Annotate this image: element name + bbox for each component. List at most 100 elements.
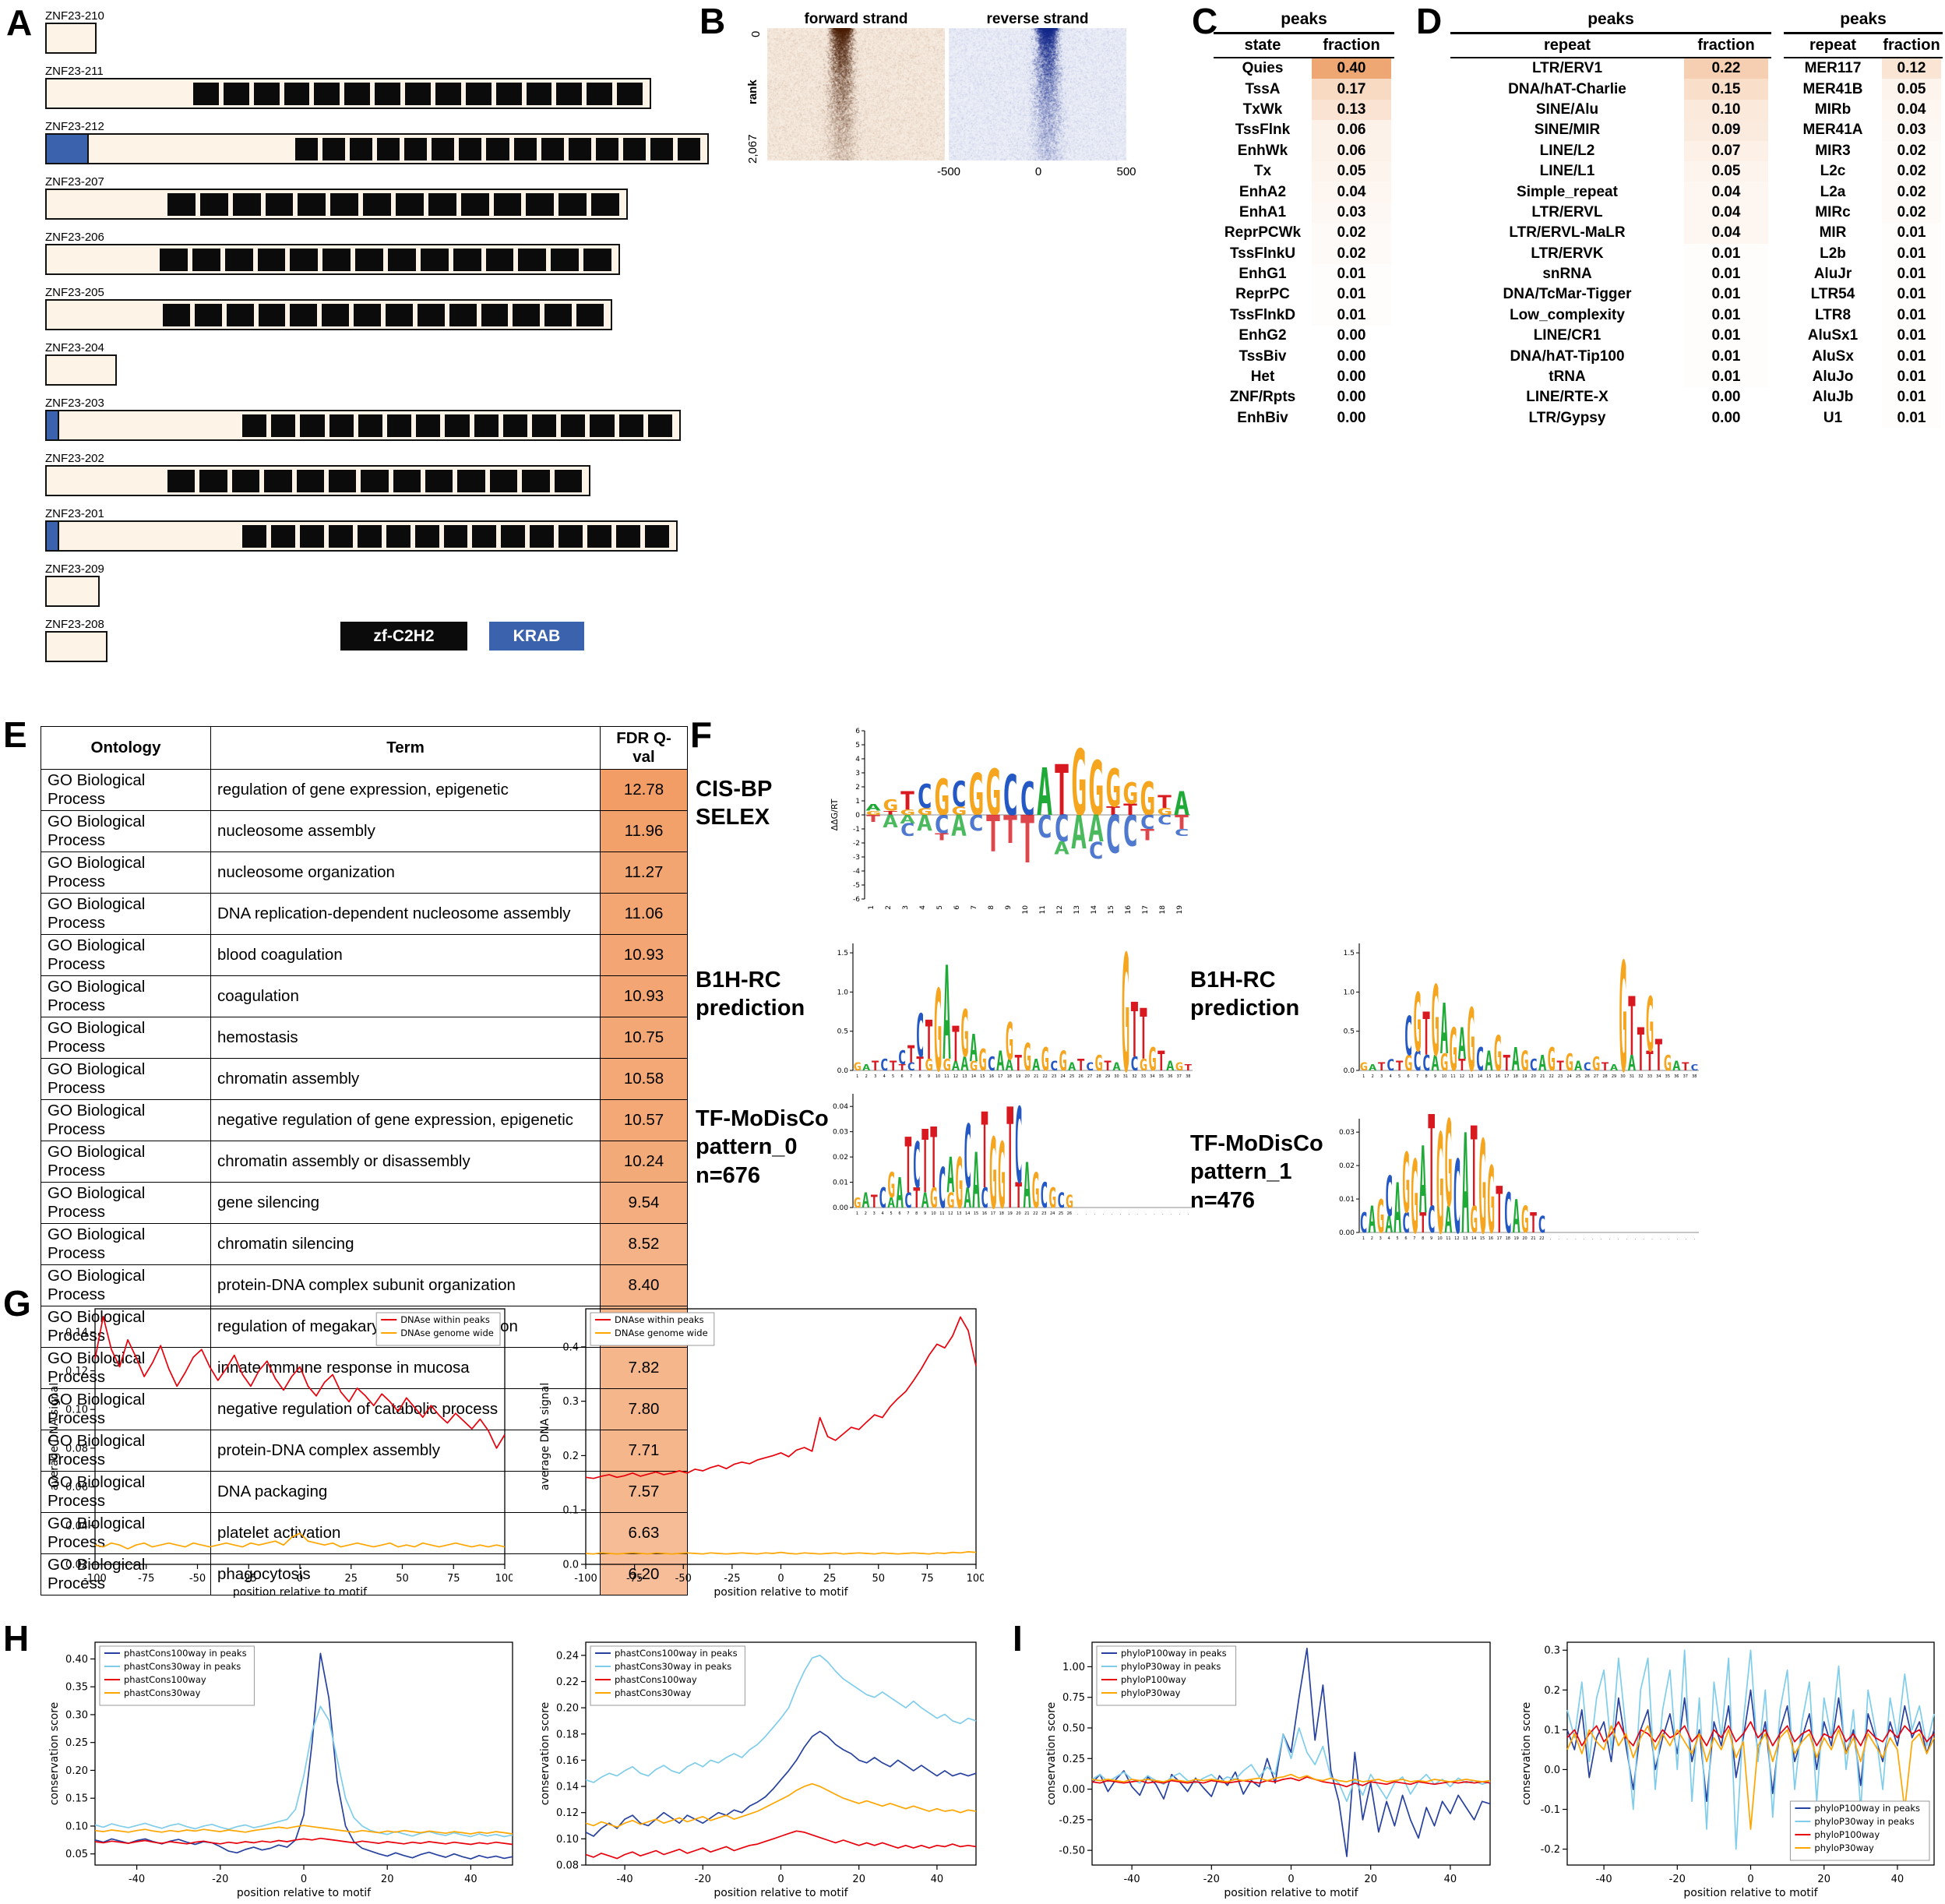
row-label: L2c — [1820, 163, 1846, 180]
svg-text:-20: -20 — [1203, 1874, 1220, 1885]
svg-text:0.20: 0.20 — [556, 1703, 579, 1715]
svg-text:28: 28 — [1096, 1074, 1101, 1079]
panel-a-label: A — [6, 2, 33, 43]
zf-c2h2-domain — [199, 470, 227, 492]
fraction-value: 0.13 — [1312, 99, 1391, 121]
row-label: EnhA1 — [1239, 203, 1287, 220]
go-row: GO Biological Process negative regulation… — [41, 1388, 688, 1430]
svg-text:C: C — [1504, 1182, 1512, 1245]
svg-text:C: C — [1453, 1138, 1461, 1245]
go-term: DNA replication-dependent nucleosome ass… — [210, 893, 601, 935]
svg-text:0.30: 0.30 — [65, 1709, 88, 1721]
isoform-bar — [45, 465, 590, 496]
svg-text:G: G — [1467, 991, 1475, 1083]
row-label: L2a — [1820, 183, 1846, 200]
svg-text:C: C — [917, 777, 932, 815]
svg-text:7: 7 — [907, 1211, 909, 1216]
go-ontology: GO Biological Process — [41, 1553, 211, 1595]
rank-tick-top: 0 — [749, 30, 763, 37]
svg-text:T: T — [1458, 1056, 1467, 1075]
svg-text:25: 25 — [344, 1573, 358, 1585]
svg-text:22: 22 — [1539, 1236, 1544, 1241]
svg-text:17: 17 — [1504, 1074, 1509, 1079]
go-fdr: 6.20 — [600, 1553, 688, 1595]
fraction-value: 0.04 — [1684, 223, 1768, 244]
zf-c2h2-domain — [583, 249, 611, 271]
svg-text:T: T — [904, 1122, 912, 1211]
col-header: fraction — [1323, 37, 1380, 54]
panel-b-label: B — [699, 1, 726, 41]
svg-text:0.5: 0.5 — [837, 1028, 848, 1036]
svg-text:50: 50 — [872, 1573, 885, 1585]
col-header: state — [1244, 37, 1281, 54]
table-row: TssFlnk 0.06 — [1214, 120, 1394, 141]
svg-text:phyloP100way: phyloP100way — [1121, 1674, 1186, 1685]
svg-text:.: . — [1575, 1236, 1577, 1241]
svg-text:27: 27 — [1087, 1074, 1092, 1079]
row-label: LTR8 — [1814, 306, 1852, 323]
svg-text:8: 8 — [1425, 1074, 1427, 1079]
b-xtick-0: 0 — [1034, 165, 1042, 178]
svg-text:G: G — [1157, 806, 1172, 817]
svg-text:A: A — [1461, 1114, 1469, 1245]
svg-text:A: A — [1444, 1199, 1452, 1242]
go-ontology: GO Biological Process — [41, 1264, 211, 1306]
zf-c2h2-domain — [526, 83, 552, 105]
svg-text:0.35: 0.35 — [65, 1682, 88, 1694]
zf-c2h2-domain — [501, 525, 526, 548]
zf-c2h2-domain — [194, 304, 222, 326]
svg-text:.: . — [1112, 1211, 1113, 1216]
dnase-chart-left: 0.02 0.04 0.06 0.08 0.10 0.12 0.14 -100 -75 -50 -2… — [45, 1299, 514, 1602]
table-row: DNA/hAT-Tip100 0.01 — [1450, 346, 1771, 366]
svg-text:75: 75 — [447, 1573, 460, 1585]
svg-text:T: T — [1130, 988, 1139, 1074]
svg-text:G: G — [1359, 1060, 1368, 1074]
svg-text:A: A — [883, 812, 898, 832]
svg-text:0.75: 0.75 — [1062, 1692, 1085, 1704]
table-row: snRNA 0.01 — [1450, 264, 1771, 284]
svg-text:40: 40 — [464, 1874, 477, 1885]
svg-text:A: A — [1431, 1052, 1439, 1076]
svg-text:21: 21 — [1531, 1236, 1535, 1241]
svg-text:13: 13 — [1073, 905, 1081, 914]
svg-text:0.16: 0.16 — [556, 1755, 579, 1767]
fraction-value: 0.01 — [1337, 266, 1366, 283]
zf-c2h2-domain — [453, 249, 481, 271]
fraction-value: 0.02 — [1882, 182, 1941, 202]
isoform-row: ZNF23-208 — [45, 618, 107, 662]
svg-text:conservation score: conservation score — [1520, 1702, 1533, 1806]
table-row: AluJb 0.01 — [1784, 387, 1943, 407]
fraction-value: 0.01 — [1711, 286, 1741, 303]
zf-c2h2-domain — [432, 138, 455, 160]
isoform-name: ZNF23-205 — [45, 286, 104, 299]
svg-text:A: A — [943, 940, 951, 1083]
zf-c2h2-domain — [242, 414, 267, 437]
svg-text:10: 10 — [936, 1074, 940, 1079]
zf-c2h2-domain — [386, 525, 410, 548]
row-label: LINE/CR1 — [1533, 327, 1601, 344]
table-row: L2b 0.01 — [1784, 244, 1943, 264]
b1h-label-1: B1H-RC prediction — [696, 968, 805, 1021]
svg-text:C: C — [900, 820, 915, 841]
svg-text:0.25: 0.25 — [1062, 1754, 1085, 1765]
svg-text:0.2: 0.2 — [562, 1451, 579, 1462]
svg-text:0.20: 0.20 — [65, 1765, 88, 1777]
isoform-bar — [45, 23, 97, 54]
fraction-value: 0.00 — [1337, 409, 1366, 426]
svg-text:C: C — [1122, 806, 1138, 856]
row-label: L2b — [1820, 245, 1846, 262]
svg-text:phyloP100way: phyloP100way — [1814, 1829, 1880, 1840]
svg-text:G: G — [1031, 1163, 1039, 1219]
svg-text:.: . — [1566, 1236, 1568, 1241]
isoform-name: ZNF23-208 — [45, 618, 104, 631]
svg-text:20: 20 — [1522, 1236, 1527, 1241]
isoform-row: ZNF23-206 — [45, 231, 620, 275]
fraction-value: 0.07 — [1684, 140, 1768, 161]
fraction-value: 0.00 — [1711, 389, 1741, 406]
go-fdr: 9.54 — [600, 1182, 688, 1224]
svg-text:11: 11 — [939, 1211, 944, 1216]
row-label: EnhG2 — [1239, 327, 1287, 344]
zf-c2h2-domain — [328, 525, 353, 548]
svg-text:average DNA signal: average DNA signal — [539, 1383, 551, 1490]
svg-text:40: 40 — [1444, 1874, 1457, 1885]
